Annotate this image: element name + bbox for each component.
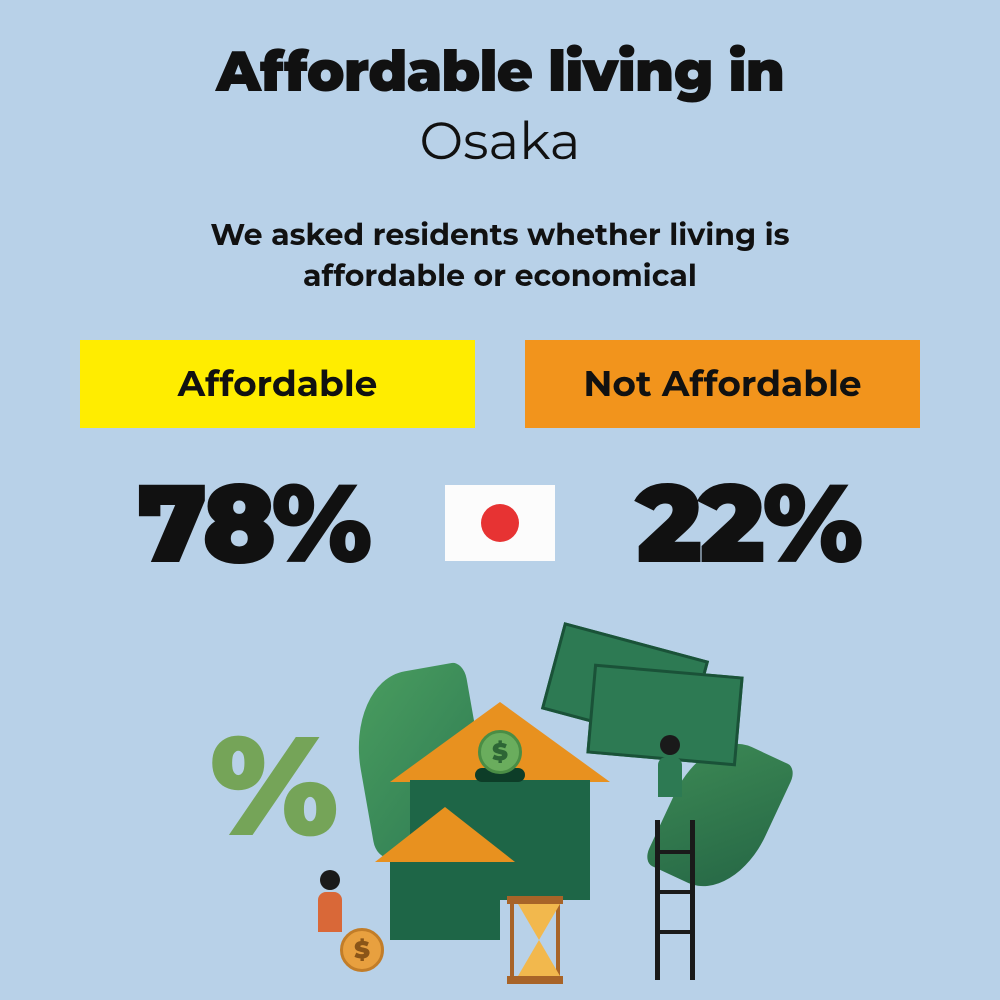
house-small-icon (390, 860, 500, 940)
person-icon (315, 870, 345, 950)
japan-flag-icon (445, 485, 555, 561)
labels-row: Affordable Not Affordable (80, 340, 920, 428)
percent-row: 78% 22% (80, 456, 920, 590)
title-line2: Osaka (420, 110, 581, 173)
percent-sign-icon: % (210, 700, 338, 871)
flag-circle (481, 504, 519, 542)
hourglass-icon (510, 900, 560, 980)
affordable-percent: 78% (80, 456, 425, 590)
person-icon (655, 735, 685, 815)
not-affordable-label: Not Affordable (525, 340, 920, 428)
not-affordable-percent: 22% (575, 456, 920, 590)
affordable-label: Affordable (80, 340, 475, 428)
subtitle: We asked residents whether living is aff… (130, 215, 870, 296)
coin-icon: $ (478, 730, 522, 774)
coin-icon: $ (340, 928, 384, 972)
ladder-icon (655, 820, 695, 980)
title-line1: Affordable living in (216, 38, 784, 106)
savings-illustration: % $ $ (200, 660, 800, 980)
